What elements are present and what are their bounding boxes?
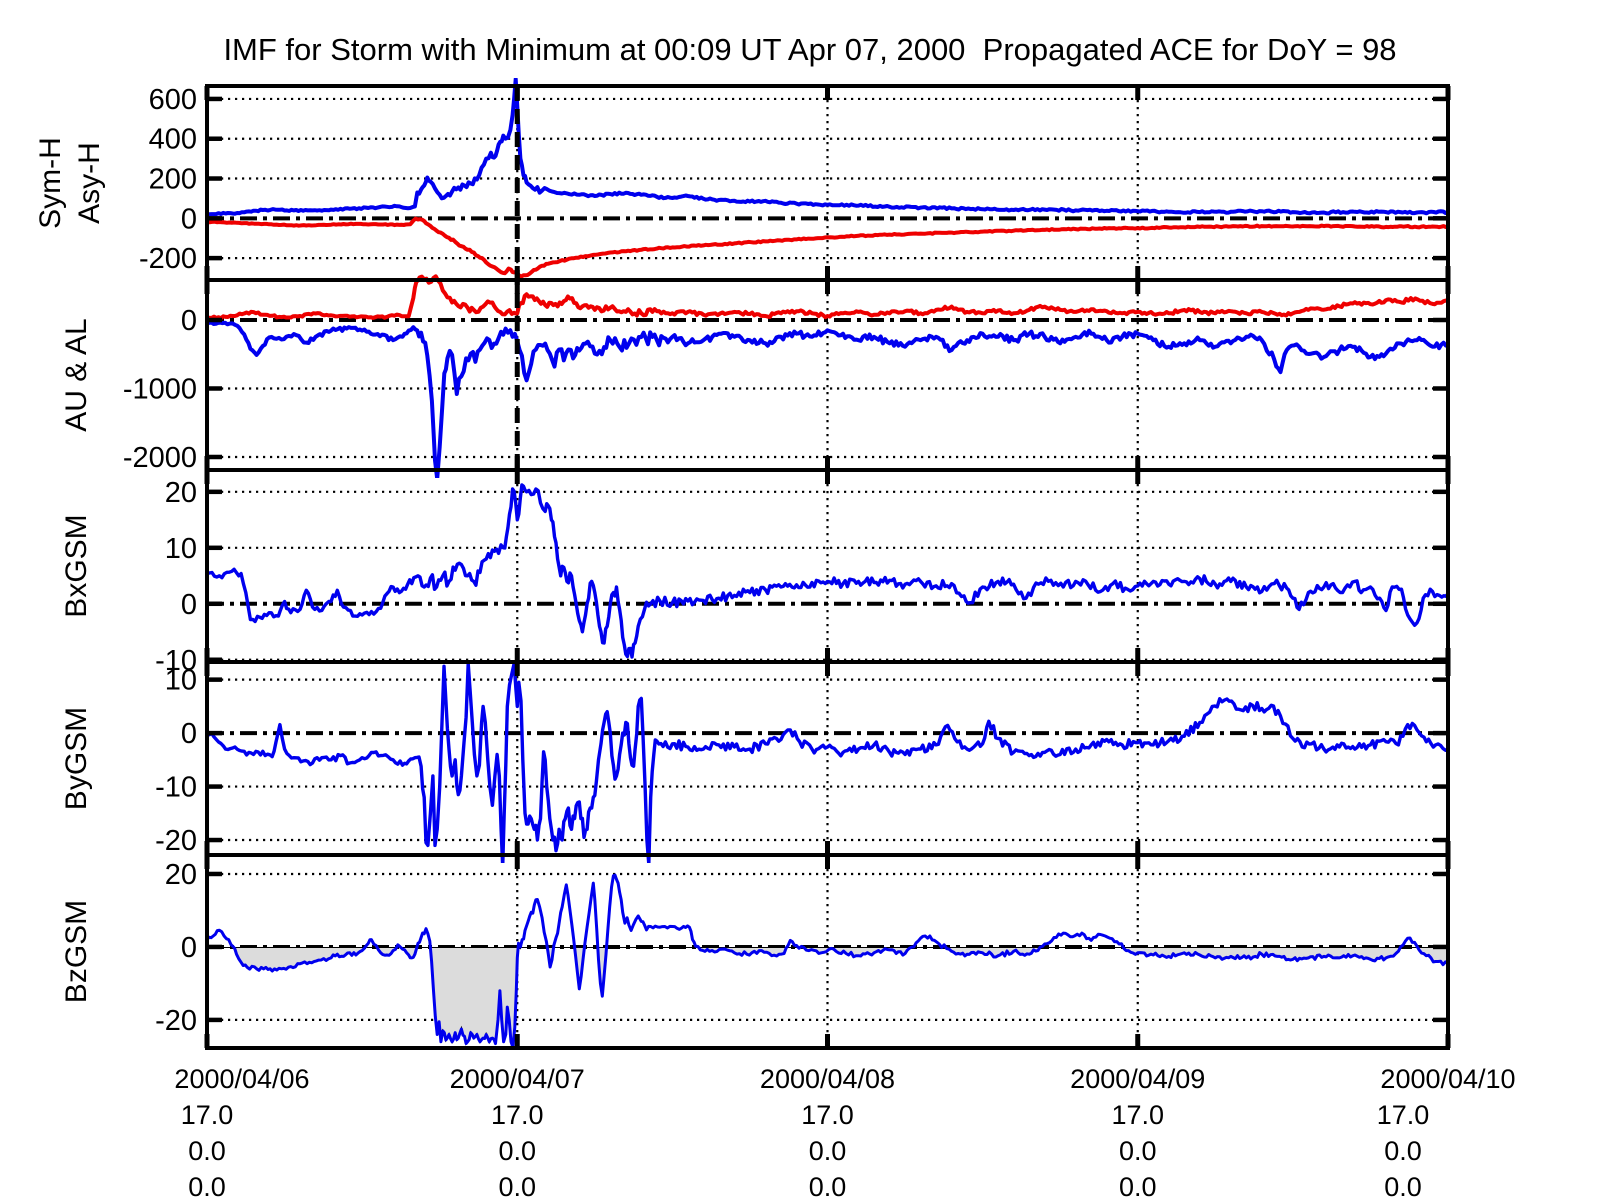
xtick-time-row: 0.0 xyxy=(1384,1136,1422,1166)
series-sym_h-line xyxy=(207,216,1448,279)
ytick-label: 20 xyxy=(165,477,197,509)
panel-ylabel: ByGSM xyxy=(60,707,93,810)
ytick-label: 400 xyxy=(149,124,197,156)
panel-bygsm: 10 0 -10 -20 ByGSM xyxy=(60,660,1451,863)
panel-symh-asyh: 600 400 200 0 -200 Sym-H Asy-H xyxy=(34,78,1451,282)
xtick-time-row: 0.0 xyxy=(1384,1172,1422,1200)
ytick-label: 0 xyxy=(181,305,197,337)
panel-au-al: 0 -1000 -2000 AU & AL xyxy=(60,274,1451,478)
ytick-label: -20 xyxy=(155,825,197,857)
xtick-date: 2000/04/10 xyxy=(1380,1064,1515,1094)
ytick-label: 10 xyxy=(165,665,197,697)
panel-bxgsm: 20 10 0 -10 BxGSM xyxy=(60,468,1451,677)
ytick-label: -10 xyxy=(155,645,197,677)
ytick-label: 20 xyxy=(165,859,197,891)
ytick-label: 0 xyxy=(181,718,197,750)
ytick-label: 600 xyxy=(149,84,197,116)
xtick-time-row: 0.0 xyxy=(809,1172,847,1200)
xtick-time-row: 0.0 xyxy=(1119,1172,1157,1200)
panel-ylabel: Sym-H xyxy=(34,137,67,229)
series-bx-line xyxy=(207,483,1448,659)
ytick-label: -2000 xyxy=(123,442,197,474)
series-au-line xyxy=(207,274,1448,321)
ytick-label: -1000 xyxy=(123,373,197,405)
xtick-time-row: 0.0 xyxy=(809,1136,847,1166)
series-al-line xyxy=(207,319,1448,478)
ytick-label: 200 xyxy=(149,164,197,196)
xtick-time-row: 17.0 xyxy=(1377,1100,1430,1130)
panel-ylabel: AU & AL xyxy=(60,318,93,431)
panel-ylabel: BxGSM xyxy=(60,514,93,617)
panel-ylabel: Asy-H xyxy=(73,142,106,224)
series-bz-line xyxy=(207,873,1448,1049)
ytick-label: -20 xyxy=(155,1005,197,1037)
ytick-label: -10 xyxy=(155,772,197,804)
xtick-time-row: 0.0 xyxy=(498,1172,536,1200)
series-asy_h-line xyxy=(207,78,1448,217)
series-by-line xyxy=(207,661,1448,863)
xtick-time-row: 0.0 xyxy=(188,1172,226,1200)
xtick-time-row: 17.0 xyxy=(181,1100,234,1130)
xtick-time-row: 0.0 xyxy=(1119,1136,1157,1166)
ytick-label: 0 xyxy=(181,589,197,621)
ytick-label: -200 xyxy=(139,243,197,275)
xtick-date: 2000/04/06 xyxy=(174,1064,309,1094)
xtick-time-row: 0.0 xyxy=(188,1136,226,1166)
panel-ylabel: BzGSM xyxy=(60,900,93,1003)
ytick-label: 0 xyxy=(181,932,197,964)
ytick-label: 0 xyxy=(181,203,197,235)
x-axis-labels: 2000/04/06 17.0 0.0 0.0 2000/04/07 17.0 0.0 0.0… xyxy=(174,1064,1515,1200)
xtick-date: 2000/04/07 xyxy=(450,1064,585,1094)
chart-title: IMF for Storm with Minimum at 00:09 UT A… xyxy=(223,32,1397,67)
ytick-label: 10 xyxy=(165,533,197,565)
xtick-time-row: 17.0 xyxy=(491,1100,544,1130)
xtick-time-row: 17.0 xyxy=(801,1100,854,1130)
xtick-date: 2000/04/08 xyxy=(760,1064,895,1094)
xtick-date: 2000/04/09 xyxy=(1070,1064,1205,1094)
xtick-time-row: 0.0 xyxy=(498,1136,536,1166)
xtick-time-row: 17.0 xyxy=(1111,1100,1164,1130)
panel-bzgsm: 20 0 -20 BzGSM xyxy=(60,853,1451,1050)
